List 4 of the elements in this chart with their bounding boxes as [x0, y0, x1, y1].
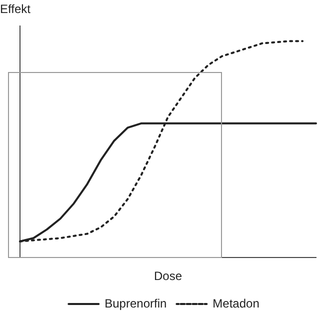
x-axis-title: Dose [154, 269, 182, 284]
legend-label: Metadon [212, 296, 260, 310]
y-axis-title: Effekt [0, 2, 30, 16]
legend-label: Buprenorfin [104, 296, 167, 310]
